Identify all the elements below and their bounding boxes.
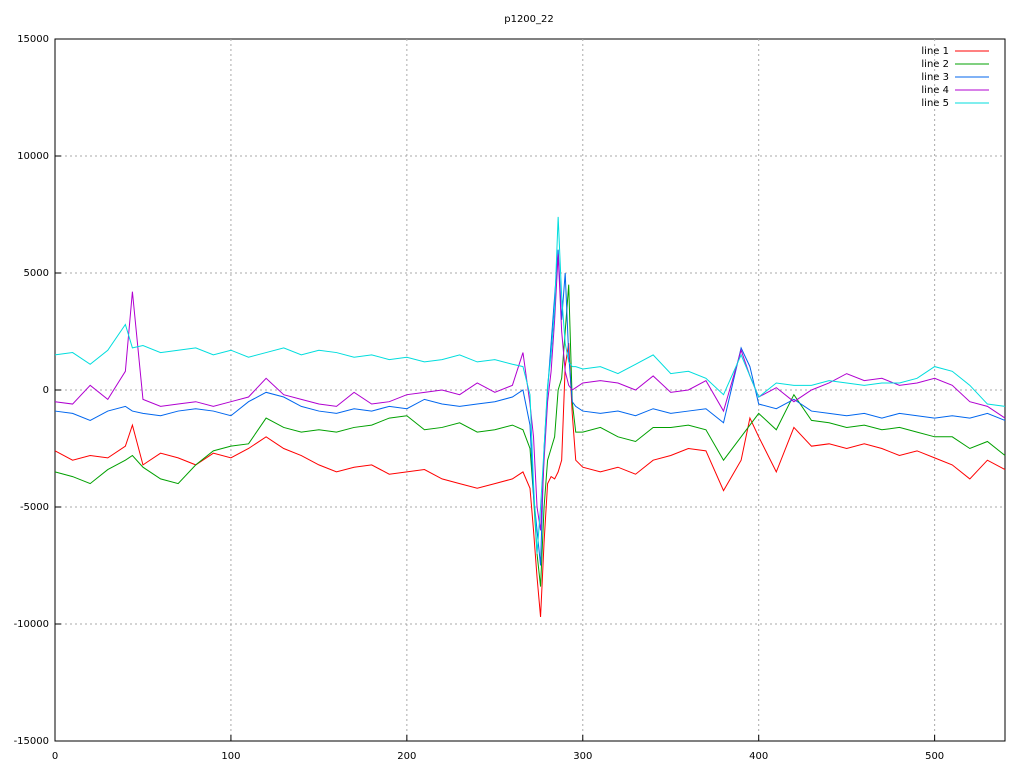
series-line — [54, 254, 1006, 531]
x-tick-label: 400 — [749, 751, 768, 762]
y-tick-label: 10000 — [17, 151, 49, 162]
x-tick-label: 300 — [573, 751, 592, 762]
y-tick-label: -10000 — [14, 619, 49, 630]
legend-label: line 2 — [921, 59, 949, 70]
x-tick-label: 200 — [397, 751, 416, 762]
legend-label: line 3 — [921, 72, 949, 83]
series-line — [54, 343, 1006, 618]
series-line — [54, 216, 1006, 554]
x-tick-label: 0 — [52, 751, 58, 762]
y-tick-label: 5000 — [24, 268, 49, 279]
legend-label: line 4 — [921, 85, 949, 96]
legend-label: line 5 — [921, 98, 949, 109]
y-tick-label: -15000 — [14, 736, 49, 747]
legend-label: line 1 — [921, 46, 949, 57]
x-tick-label: 500 — [925, 751, 944, 762]
y-tick-label: -5000 — [20, 502, 49, 513]
chart-title: p1200_22 — [504, 14, 554, 25]
x-tick-label: 100 — [221, 751, 240, 762]
y-tick-label: 15000 — [17, 34, 49, 45]
y-tick-label: 0 — [43, 385, 49, 396]
series-line — [54, 284, 1006, 587]
